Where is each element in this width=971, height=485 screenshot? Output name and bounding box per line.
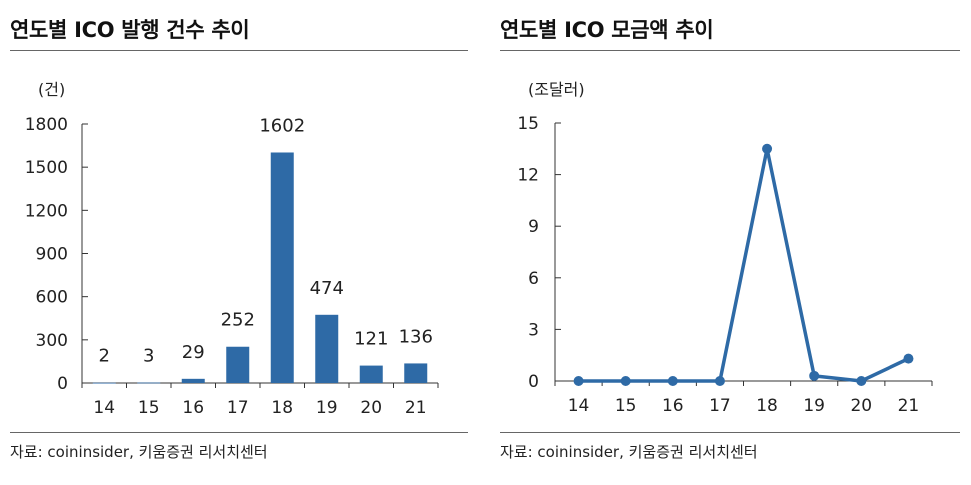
source-rule bbox=[10, 432, 468, 433]
x-tick-label: 17 bbox=[709, 396, 731, 416]
x-tick-label: 15 bbox=[138, 398, 160, 418]
line-chart: 0 3 6 9 12 15 14 15 16 17 18 19 20 21 bbox=[517, 114, 933, 416]
y-unit-label: (조달러) bbox=[528, 80, 585, 99]
y-tick-label: 1800 bbox=[25, 115, 68, 135]
y-unit-label: (건) bbox=[38, 80, 66, 99]
data-point-14 bbox=[573, 376, 584, 386]
source-note: 자료: coininsider, 키움증권 리서치센터 bbox=[500, 443, 758, 461]
data-label: 474 bbox=[310, 278, 344, 299]
y-tick-label: 0 bbox=[528, 372, 539, 392]
source-rule bbox=[500, 432, 960, 433]
bar-16 bbox=[181, 378, 205, 383]
x-tick-label: 19 bbox=[316, 398, 338, 418]
data-point-21 bbox=[903, 353, 914, 364]
data-label: 136 bbox=[399, 326, 433, 347]
bar-17 bbox=[226, 346, 250, 383]
data-label: 3 bbox=[143, 346, 154, 367]
bar-19 bbox=[315, 314, 339, 383]
bar-15 bbox=[137, 382, 161, 384]
x-tick-label: 18 bbox=[756, 396, 778, 416]
chart-title-ico-funding: 연도별 ICO 모금액 추이 bbox=[500, 18, 714, 42]
y-tick-label: 15 bbox=[517, 114, 539, 134]
y-tick-label: 600 bbox=[36, 288, 68, 308]
x-tick-label: 19 bbox=[803, 396, 825, 416]
bar-20 bbox=[359, 365, 383, 383]
data-label: 252 bbox=[221, 310, 255, 331]
y-tick-label: 1200 bbox=[25, 201, 68, 221]
x-tick-label: 17 bbox=[227, 398, 249, 418]
data-point-15 bbox=[620, 376, 631, 386]
data-point-17 bbox=[714, 376, 725, 386]
data-point-18 bbox=[762, 143, 773, 154]
data-label: 1602 bbox=[259, 115, 305, 136]
title-rule bbox=[500, 50, 960, 51]
x-tick-label: 14 bbox=[93, 398, 115, 418]
bar-18 bbox=[270, 152, 294, 383]
y-tick-label: 900 bbox=[36, 245, 68, 265]
data-point-16 bbox=[667, 376, 678, 386]
title-rule bbox=[10, 50, 468, 51]
x-tick-label: 20 bbox=[360, 398, 382, 418]
y-tick-label: 3 bbox=[528, 320, 539, 340]
bar-chart: 0 300 600 900 1200 1500 1800 2 14 3 15 29 16 252 17 160… bbox=[25, 115, 439, 418]
x-tick-label: 15 bbox=[615, 396, 637, 416]
data-point-20 bbox=[856, 376, 867, 386]
x-tick-label: 16 bbox=[182, 398, 204, 418]
y-tick-label: 1500 bbox=[25, 158, 68, 178]
x-tick-label: 21 bbox=[405, 398, 427, 418]
y-tick-label: 12 bbox=[517, 166, 539, 186]
chart-title-ico-count: 연도별 ICO 발행 건수 추이 bbox=[10, 18, 250, 42]
x-tick-label: 20 bbox=[850, 396, 872, 416]
y-tick-label: 6 bbox=[528, 269, 539, 289]
data-label: 121 bbox=[354, 329, 388, 350]
series-line bbox=[578, 147, 910, 383]
data-label: 2 bbox=[99, 346, 110, 367]
y-tick-label: 9 bbox=[528, 217, 539, 237]
bar-21 bbox=[404, 363, 428, 383]
source-note: 자료: coininsider, 키움증권 리서치센터 bbox=[10, 443, 268, 461]
x-tick-label: 18 bbox=[271, 398, 293, 418]
x-tick-label: 21 bbox=[898, 396, 920, 416]
y-tick-label: 0 bbox=[57, 374, 68, 394]
x-tick-label: 14 bbox=[568, 396, 590, 416]
bar-14 bbox=[92, 382, 116, 384]
data-label: 29 bbox=[182, 342, 205, 363]
ico-funding-panel: 연도별 ICO 모금액 추이 (조달러) 0 3 6 9 12 15 14 15 16 17 18 1… bbox=[490, 0, 971, 485]
ico-count-panel: 연도별 ICO 발행 건수 추이 (건) 0 300 600 900 1200 1500 1… bbox=[0, 0, 475, 485]
x-tick-label: 16 bbox=[662, 396, 684, 416]
data-point-19 bbox=[809, 370, 820, 381]
y-tick-label: 300 bbox=[36, 331, 68, 351]
